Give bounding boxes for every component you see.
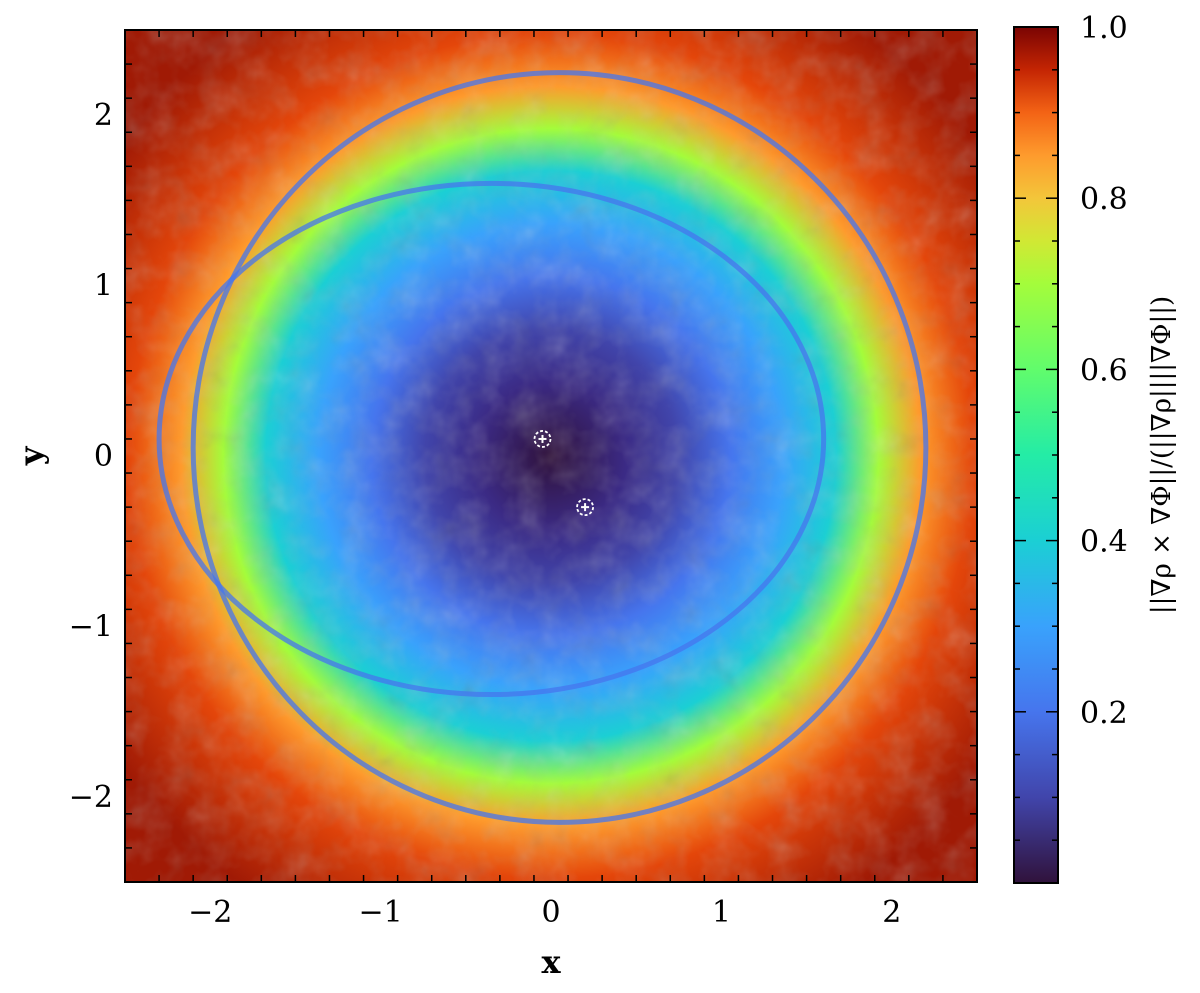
- sink-markers: [533, 430, 594, 517]
- shock-shells: [156, 70, 929, 825]
- plot-frame: [124, 29, 978, 883]
- colorbar-ticks: 0.2 0.4 0.6 0.8 1.0: [1014, 11, 1128, 841]
- y-tick-label: −2: [69, 780, 113, 815]
- x-axis: −2 −1 0 1 2: [124, 30, 978, 930]
- colorbar-tick-label: 0.4: [1080, 525, 1128, 560]
- y-tick-label: 0: [94, 439, 113, 474]
- colorbar-gradient: [1014, 27, 1058, 883]
- x-tick-label: −2: [188, 895, 232, 930]
- colorbar-tick-label: 0.2: [1080, 696, 1128, 731]
- x-tick-label: −1: [358, 895, 402, 930]
- x-tick-label: 1: [712, 895, 731, 930]
- y-tick-label: 1: [94, 269, 113, 304]
- sink-marker-ring: [576, 498, 594, 517]
- x-tick-label: 0: [541, 895, 560, 930]
- heatmap-turbulence: [125, 30, 977, 882]
- y-tick-label: −1: [69, 609, 113, 644]
- colorbar-label: ||∇ρ × ∇Φ||/(||∇ρ||||∇Φ||): [1147, 296, 1177, 614]
- colorbar-tick-label: 0.6: [1080, 353, 1128, 388]
- shell-ring: [156, 180, 827, 698]
- x-axis-label: x: [541, 943, 561, 981]
- shell-ring: [190, 70, 929, 825]
- y-axis-label: y: [12, 445, 50, 466]
- sink-marker-ring: [533, 430, 552, 448]
- y-tick-label: 2: [94, 98, 113, 133]
- x-tick-label: 2: [882, 895, 901, 930]
- y-axis: −2 −1 0 1 2: [69, 29, 977, 883]
- heatmap-field: [125, 30, 977, 882]
- colorbar-tick-label: 0.8: [1080, 182, 1128, 217]
- colorbar-tick-label: 1.0: [1080, 11, 1128, 46]
- colorbar: 0.2 0.4 0.6 0.8 1.0 ||∇ρ × ∇Φ||/(||∇ρ||||∇Φ|…: [1013, 11, 1177, 884]
